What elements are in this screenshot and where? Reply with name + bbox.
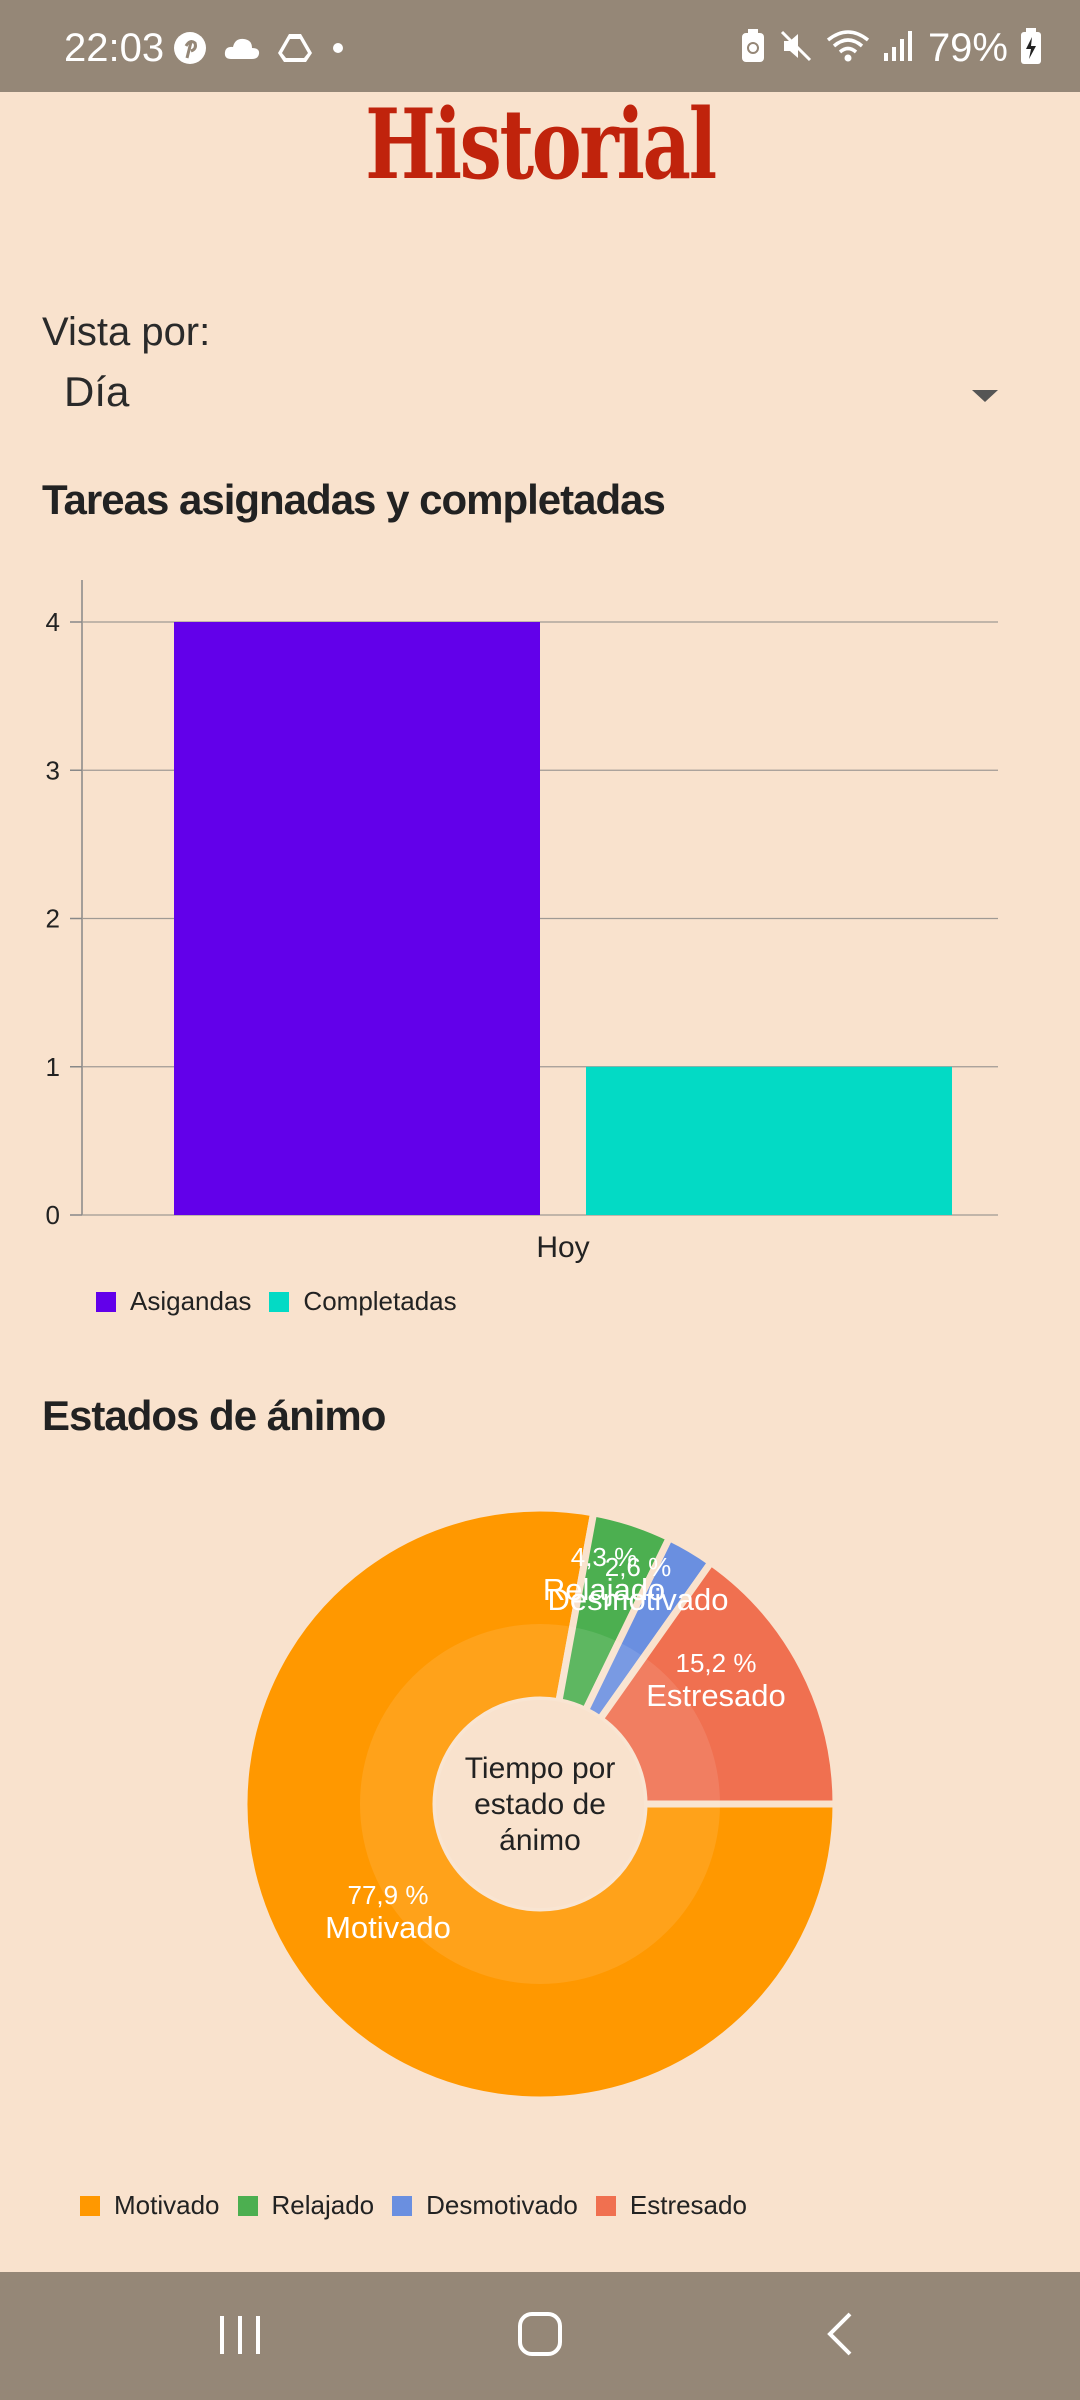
vista-value: Día — [64, 368, 130, 415]
slice-name-relajado: Relajado — [543, 1572, 665, 1607]
slice-motivado — [240, 1504, 840, 2104]
legend-label-estresado: Estresado — [629, 2190, 747, 2220]
donut-hole — [436, 1700, 644, 1908]
dropdown-arrow-icon — [968, 386, 1002, 411]
slice-percent-relajado: 4,3 % — [571, 1542, 638, 1572]
bar-legend: Asigandas Completadas — [96, 1286, 475, 1317]
status-bar: 22:03 79% — [0, 0, 1080, 92]
legend-item-asignadas: Asigandas — [96, 1286, 251, 1317]
slice-percent-desmotivado: 2,6 % — [605, 1552, 672, 1582]
drive-icon — [276, 31, 314, 70]
pinterest-icon — [172, 30, 208, 71]
battery-saver-icon — [740, 28, 766, 69]
battery-percent: 79% — [927, 26, 1008, 70]
mute-icon — [778, 28, 814, 69]
legend-swatch-desmotivado — [392, 2195, 413, 2216]
mood-donut-chart: Tiempo por estado de ánimo 77,9 %Motivado 4,… — [240, 1504, 840, 2104]
bar-completadas — [586, 1066, 952, 1215]
legend-item-estresado: Estresado — [595, 2190, 747, 2221]
y-tick-label: 2 — [46, 904, 60, 934]
legend-swatch-relajado — [237, 2195, 258, 2216]
x-category-label: Hoy — [536, 1231, 589, 1264]
slice-name-motivado: Motivado — [325, 1910, 451, 1945]
page-title: Historial — [365, 88, 717, 201]
legend-label-relajado: Relajado — [271, 2190, 375, 2220]
battery-charging-icon — [1020, 27, 1042, 70]
slice-name-desmotivado: Desmotivado — [548, 1582, 729, 1617]
bar-chart: 0 1 2 3 4 Hoy — [46, 580, 998, 1264]
bar-section-title: Tareas asignadas y completadas — [42, 476, 666, 523]
y-tick-label: 3 — [46, 755, 60, 785]
y-tick-label: 1 — [46, 1052, 60, 1082]
slice-percent-motivado: 77,9 % — [348, 1880, 429, 1910]
legend-label-completadas: Completadas — [303, 1286, 457, 1316]
status-time: 22:03 — [64, 26, 165, 70]
pie-section-title: Estados de ánimo — [42, 1392, 386, 1439]
legend-item-desmotivado: Desmotivado — [392, 2190, 578, 2221]
home-icon[interactable] — [508, 2302, 572, 2371]
legend-item-completadas: Completadas — [269, 1286, 457, 1317]
status-left-icons — [172, 30, 348, 71]
navigation-bar — [0, 2272, 1080, 2400]
legend-item-motivado: Motivado — [80, 2190, 220, 2221]
legend-label-motivado: Motivado — [114, 2190, 220, 2220]
slice-percent-estresado: 15,2 % — [676, 1648, 757, 1678]
legend-label-desmotivado: Desmotivado — [426, 2190, 578, 2220]
recent-apps-icon[interactable] — [210, 2302, 270, 2371]
legend-swatch-estresado — [595, 2195, 616, 2216]
legend-swatch-motivado — [80, 2195, 100, 2216]
pie-legend: Motivado Relajado Desmotivado Estresado — [80, 2190, 765, 2221]
dot-icon — [328, 38, 348, 63]
slice-name-estresado: Estresado — [646, 1678, 786, 1713]
back-icon[interactable] — [810, 2302, 870, 2371]
wifi-icon — [826, 28, 870, 69]
legend-swatch-completadas — [269, 1291, 290, 1312]
donut-center-label: Tiempo por estado de ánimo — [465, 1752, 616, 1857]
y-tick-label: 0 — [46, 1200, 60, 1230]
status-right: 79% — [740, 26, 1042, 71]
legend-item-relajado: Relajado — [237, 2190, 375, 2221]
bar-asigandas — [174, 622, 540, 1215]
cloud-icon — [222, 33, 262, 68]
legend-swatch-asignadas — [96, 1291, 116, 1312]
signal-icon — [882, 29, 916, 68]
legend-label-asignadas: Asigandas — [130, 1286, 252, 1316]
vista-label: Vista por: — [42, 310, 211, 354]
vista-dropdown[interactable]: Día — [42, 360, 1002, 430]
y-tick-label: 4 — [46, 607, 60, 637]
